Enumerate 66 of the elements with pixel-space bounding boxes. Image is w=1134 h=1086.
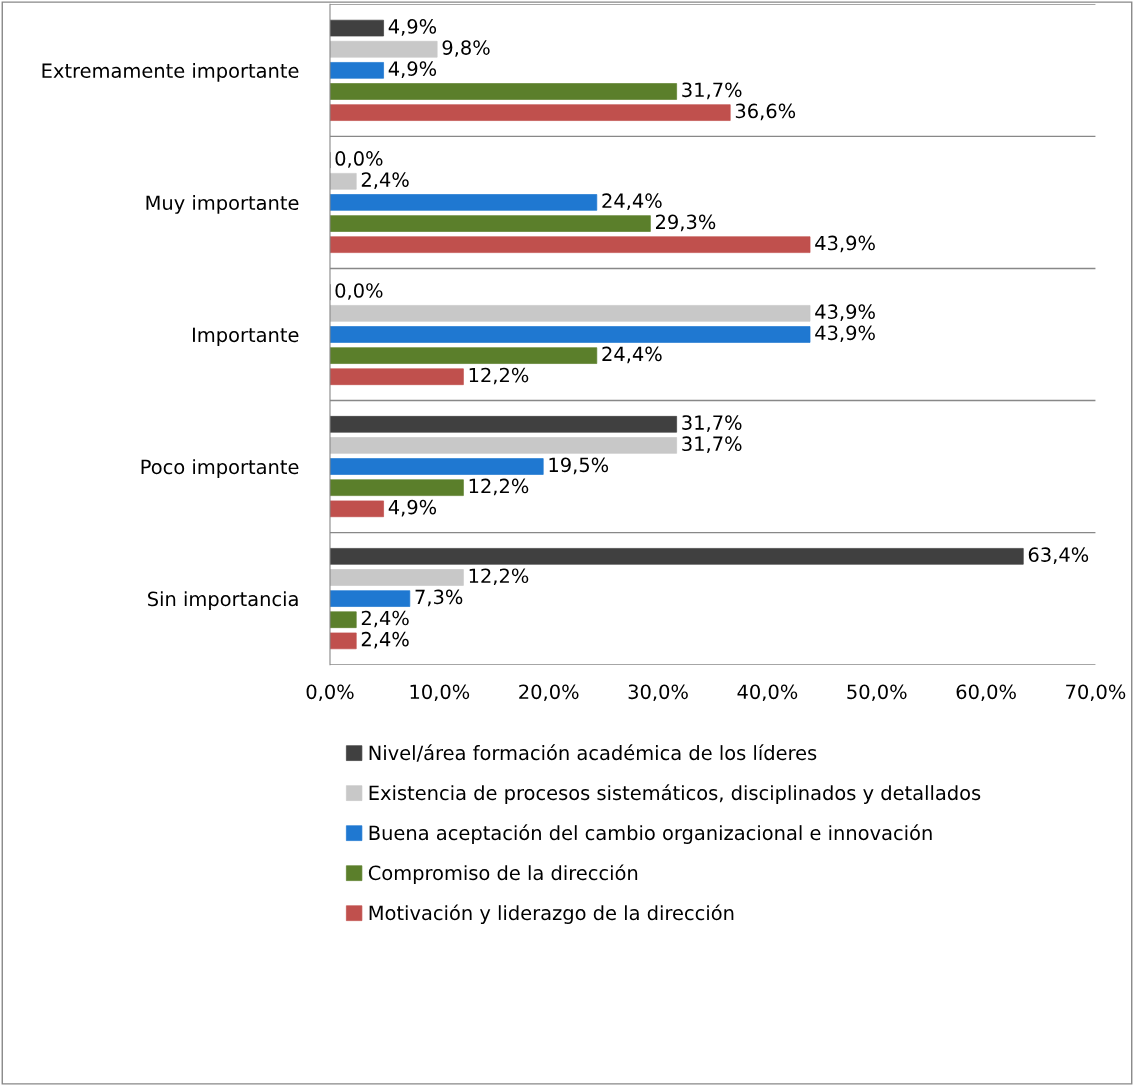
bar	[329, 458, 544, 475]
data-label: 36,6%	[735, 103, 796, 121]
data-label: 0,0%	[335, 283, 383, 300]
bar	[329, 326, 811, 343]
bar	[329, 479, 464, 496]
x-tick-label: 30,0%	[628, 684, 688, 702]
y-tick-label: Importante	[192, 327, 299, 346]
y-tick-label: Poco importante	[141, 459, 299, 478]
y-tick-label: Sin importancia	[148, 591, 298, 611]
data-label: 4,9%	[388, 499, 437, 517]
x-tick-label: 70,0%	[1066, 684, 1126, 702]
data-label: 19,5%	[549, 457, 609, 475]
data-label: 9,8%	[442, 40, 490, 57]
bar	[329, 305, 811, 322]
data-label: 12,2%	[469, 478, 529, 496]
bar	[329, 632, 357, 650]
bar	[329, 368, 464, 386]
bar	[329, 590, 411, 607]
bar	[329, 19, 384, 37]
x-tick-label: 20,0%	[519, 684, 579, 702]
bar	[329, 611, 357, 629]
bar	[329, 104, 731, 121]
data-label: 4,9%	[388, 61, 437, 78]
legend-label: Buena aceptación del cambio organizacional e innovación	[369, 824, 932, 844]
data-label: 2,4%	[361, 610, 409, 628]
data-label: 12,2%	[469, 367, 529, 385]
x-tick-label: 10,0%	[410, 684, 470, 702]
y-tick-label: Muy importante	[146, 195, 299, 214]
data-label: 0,0%	[335, 151, 383, 168]
bar	[329, 416, 677, 433]
legend-label: Motivación y liderazgo de la dirección	[369, 904, 734, 924]
legend-label: Compromiso de la dirección	[368, 864, 638, 884]
bar	[329, 40, 438, 58]
x-tick-label: 60,0%	[956, 684, 1016, 702]
data-label: 31,7%	[682, 82, 742, 100]
bar	[329, 215, 651, 232]
y-tick-label: Extremamente importante	[42, 62, 299, 82]
data-label: 43,9%	[815, 235, 875, 253]
legend-label: Nivel/área formación académica de los líderes	[369, 744, 817, 762]
bar	[329, 83, 677, 100]
data-label: 4,9%	[388, 19, 437, 36]
x-tick-label: 50,0%	[847, 684, 907, 702]
bar	[329, 173, 357, 190]
data-label: 43,9%	[815, 304, 875, 321]
data-label: 7,3%	[415, 589, 463, 607]
data-label: 43,9%	[815, 325, 875, 343]
data-label: 24,4%	[602, 346, 662, 364]
bar	[329, 62, 384, 79]
data-label: 63,4%	[1028, 547, 1089, 564]
data-label: 2,4%	[361, 631, 409, 649]
data-label: 24,4%	[602, 193, 662, 211]
bar	[329, 569, 464, 586]
bar	[329, 548, 1024, 565]
bar	[329, 194, 598, 211]
legend-label: Existencia de procesos sistemáticos, disciplinados y detallados	[369, 784, 981, 804]
data-label: 2,4%	[361, 172, 409, 189]
bar	[329, 437, 677, 454]
bar	[329, 500, 384, 518]
data-label: 31,7%	[682, 415, 742, 432]
data-label: 31,7%	[682, 436, 742, 454]
x-tick-label: 0,0%	[306, 684, 354, 702]
x-tick-label: 40,0%	[737, 684, 798, 702]
bar	[329, 236, 811, 253]
data-label: 29,3%	[655, 214, 716, 232]
data-label: 12,2%	[469, 568, 529, 586]
bar	[329, 347, 598, 364]
